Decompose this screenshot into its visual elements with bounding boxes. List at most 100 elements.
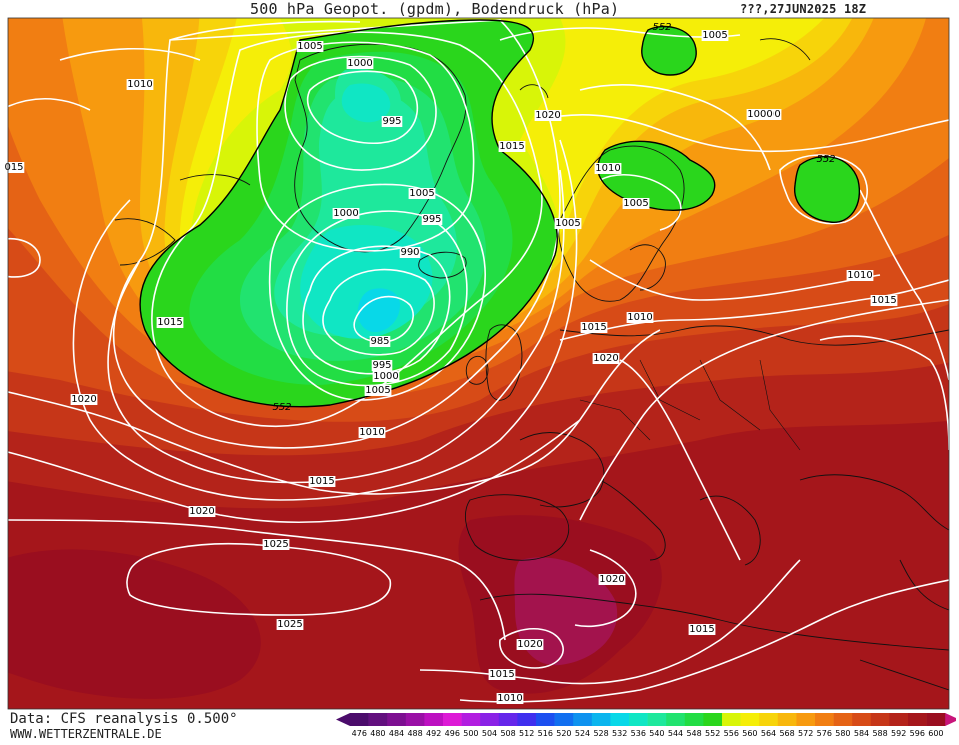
geopotential-label-552: 552: [272, 402, 291, 413]
isobar-label-1010: 1010: [359, 427, 384, 438]
legend-swatch: [703, 713, 723, 726]
isobar-label-bg: [626, 312, 654, 323]
legend-tick-label: 496: [445, 729, 460, 738]
isobar-label-bg: [421, 214, 443, 225]
isobar-label-1015: 1015: [489, 669, 514, 680]
legend-swatch: [405, 713, 425, 726]
legend-tick-label: 556: [724, 729, 739, 738]
legend-arrow-right: [945, 713, 959, 726]
isobar-label-bg: [488, 669, 516, 680]
isobar-label-bg: [498, 141, 526, 152]
legend-swatch: [554, 713, 574, 726]
isobar-label-1005: 1005: [297, 41, 322, 52]
legend-tick-label: 524: [575, 729, 590, 738]
isobar-label-1020: 1020: [71, 394, 96, 405]
isobar-label-bg: [701, 30, 729, 41]
isobar-label-990: 990: [400, 247, 419, 258]
isobar-label-1015: 1015: [157, 317, 182, 328]
isobar-label-bg: [262, 539, 290, 550]
isobar-label-1015: 1015: [871, 295, 896, 306]
isobar-label-bg: [332, 208, 360, 219]
legend-tick-label: 596: [910, 729, 925, 738]
legend-swatch: [777, 713, 797, 726]
map-title: 500 hPa Geopot. (gpdm), Bodendruck (hPa): [250, 0, 620, 18]
legend-tick-label: 592: [891, 729, 906, 738]
legend-swatch: [424, 713, 444, 726]
legend-swatch: [536, 713, 555, 726]
legend-tick-label: 548: [686, 729, 701, 738]
isobar-label-bg: [580, 322, 608, 333]
isobar-label-bg: [496, 693, 524, 704]
legend-swatch: [629, 713, 648, 726]
legend-tick-label: 544: [668, 729, 683, 738]
legend-tick-label: 480: [370, 729, 385, 738]
coastlines: [114, 38, 949, 691]
isobar-label-1000: 1000: [373, 371, 398, 382]
isobar-label-bg: [516, 639, 544, 650]
isobar-label-1005: 1005: [702, 30, 727, 41]
isobar-label-bg: [276, 619, 304, 630]
isobar-label-bg: [598, 574, 626, 585]
isobar-label-1005: 1005: [555, 218, 580, 229]
isobar-label-1000: 1000: [333, 208, 358, 219]
legend-tick-label: 560: [742, 729, 757, 738]
isobar-label-bg: [870, 295, 898, 306]
isobar-label-1010: 1010: [595, 163, 620, 174]
isobar-label-1005: 1005: [365, 385, 390, 396]
geopotential-label-552: 552: [652, 22, 671, 33]
isobar-label-985: 985: [370, 336, 389, 347]
legend-tick-label: 600: [928, 729, 943, 738]
legend-swatch: [666, 713, 686, 726]
legend-tick-label: 488: [407, 729, 422, 738]
isobar-label-1005: 1005: [623, 198, 648, 209]
color-legend: 476 480 484 488 492 496 500 504 508 512 516 520 524 5…: [336, 712, 959, 741]
legend-swatch: [647, 713, 667, 726]
map-datetime: ???,27JUN2025 18Z: [740, 2, 867, 16]
isobar-label-1000: 1000: [347, 58, 372, 69]
isobar-label-bg: [688, 624, 716, 635]
legend-tick-label: 568: [779, 729, 794, 738]
isobar-label-bg: [846, 270, 874, 281]
legend-tick-label: 512: [519, 729, 534, 738]
isobar-label-1010: 1010: [497, 693, 522, 704]
isobar-label-bg: [364, 385, 392, 396]
isobar-label-bg: [554, 218, 582, 229]
map-frame: [7, 17, 950, 710]
isobar-label-bg: [746, 109, 774, 120]
isobar-label-995: 995: [382, 116, 401, 127]
geopotential-labels: 552 552 552: [272, 22, 835, 413]
legend-swatch: [852, 713, 872, 726]
isobar-label-995: 995: [372, 360, 391, 371]
isobar-label-1005: 1005: [409, 188, 434, 199]
isobar-label-bg: [3, 162, 25, 173]
legend-swatch: [387, 713, 407, 726]
legend-swatch: [684, 713, 704, 726]
isobar-label-bg: [70, 394, 98, 405]
legend-tick-label: 532: [612, 729, 627, 738]
isobar-label-1025: 1025: [263, 539, 288, 550]
legend-tick-label: 520: [556, 729, 571, 738]
isobar-label-1010: 1010: [127, 79, 152, 90]
website-label: WWW.WETTERZENTRALE.DE: [10, 727, 162, 741]
isobar-label-bg: [622, 198, 650, 209]
isobar-label-1010: 1010: [627, 312, 652, 323]
legend-swatch: [908, 713, 927, 726]
isobar-label-bg: [381, 116, 403, 127]
isobar-label-bg: [534, 110, 562, 121]
isobar-label-995: 995: [422, 214, 441, 225]
isobar-label-bg: [371, 360, 393, 371]
isobar-label-bg: [156, 317, 184, 328]
isobar-label-bg: [399, 247, 421, 258]
legend-swatch: [443, 713, 462, 726]
geopotential-label-552: 552: [816, 154, 835, 165]
legend-tick-label: 476: [352, 729, 367, 738]
isobar-label-bg: [358, 427, 386, 438]
isobar-label-bg: [346, 58, 374, 69]
isobar-label-1010: 1010: [847, 270, 872, 281]
legend-swatch: [870, 713, 890, 726]
legend-tick-label: 492: [426, 729, 441, 738]
legend-swatch: [350, 713, 369, 726]
isobar-label-bg: [594, 163, 622, 174]
isobar-label-bg: [372, 371, 400, 382]
legend-swatch: [517, 713, 537, 726]
